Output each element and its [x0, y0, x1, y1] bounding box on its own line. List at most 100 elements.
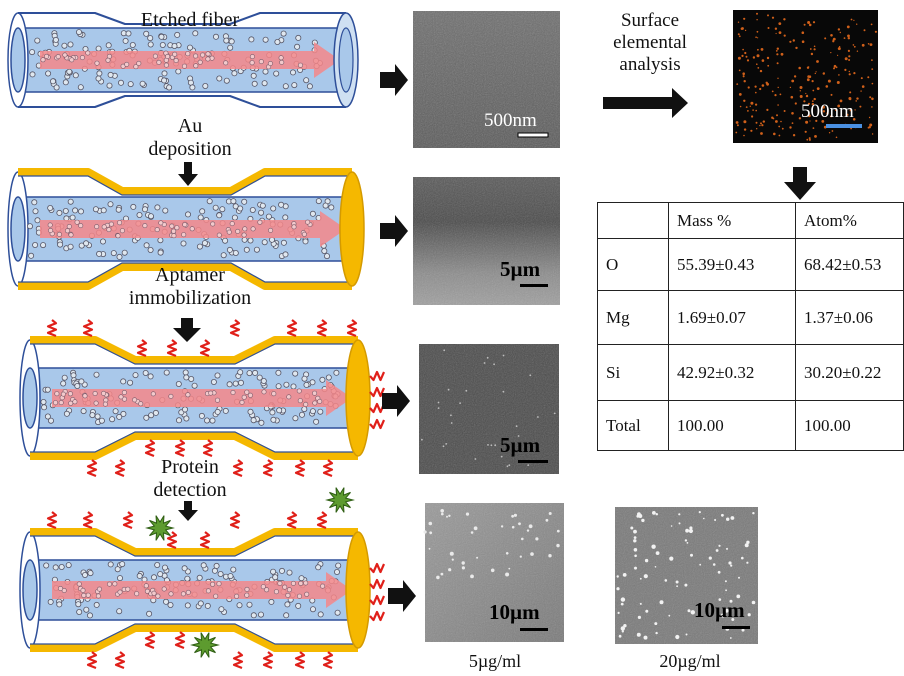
fiber-core-end-left [22, 559, 38, 621]
sem-particle [746, 540, 750, 544]
aptamer-strand [199, 339, 211, 358]
nanoparticle [107, 71, 114, 78]
map-dot [837, 28, 841, 31]
sem-particle [686, 542, 689, 544]
nanoparticle [312, 390, 318, 396]
nanoparticle [223, 60, 229, 66]
sem-particle [528, 524, 533, 529]
fiber-outline-bottom [30, 431, 358, 453]
map-dot [778, 134, 781, 137]
nanoparticle [323, 253, 330, 260]
aptamer-strand [294, 459, 306, 478]
nanoparticle [309, 210, 316, 217]
sem-particle [687, 609, 691, 613]
nanoparticle [325, 374, 332, 381]
scale-bar-line [722, 626, 750, 629]
nanoparticle [180, 591, 186, 597]
map-dot [738, 93, 742, 96]
nanoparticle [82, 572, 89, 579]
map-dot [777, 86, 779, 89]
aptamer-strand [316, 511, 328, 530]
map-dot [779, 93, 782, 96]
sem-particle [690, 553, 693, 557]
down-arrow-table [784, 167, 816, 200]
nanoparticle [260, 584, 266, 590]
nanoparticle [301, 375, 308, 382]
map-dot [781, 127, 784, 130]
nanoparticle [209, 55, 215, 61]
map-dot [752, 56, 756, 59]
nanoparticle [297, 62, 303, 68]
gold-coating-bottom [30, 432, 358, 460]
sem-particle [450, 414, 452, 417]
aptamer-strand [262, 459, 274, 478]
scale-label-4: 5µm [500, 433, 541, 457]
nanoparticle [94, 413, 101, 420]
nanoparticle [119, 561, 126, 568]
nanoparticle [237, 369, 244, 376]
map-dot [791, 112, 794, 115]
map-dot [778, 125, 781, 128]
map-dot [871, 82, 874, 85]
nanoparticle [333, 569, 340, 576]
nanoparticle [155, 593, 161, 599]
sem-particle [641, 518, 645, 523]
sem-particle [634, 554, 637, 558]
map-dot [747, 86, 750, 89]
nanoparticle [201, 240, 208, 247]
sem-particle [448, 568, 452, 572]
nanoparticle [166, 84, 173, 91]
nanoparticle [295, 602, 302, 609]
nanoparticle [159, 42, 166, 49]
nanoparticle [189, 84, 196, 91]
nanoparticle [246, 601, 253, 608]
sem-particle [487, 444, 489, 446]
nanoparticle [277, 580, 283, 586]
table-row: O 55.39±0.43 68.42±0.53 [597, 238, 904, 291]
nanoparticle [306, 83, 313, 90]
sem-particle [553, 412, 556, 415]
nanoparticle [289, 69, 296, 76]
map-dot [749, 105, 751, 108]
nanoparticle [235, 228, 241, 234]
nanoparticle [251, 80, 258, 87]
map-dot [766, 108, 769, 111]
map-dot [776, 53, 779, 56]
aptamer-strand [202, 439, 214, 458]
nanoparticle [143, 583, 149, 589]
nanoparticle [81, 592, 87, 598]
map-dot [750, 129, 753, 132]
nanoparticle [231, 214, 238, 221]
sem-particle [747, 613, 751, 617]
nanoparticle [216, 232, 222, 238]
nanoparticle [182, 63, 188, 69]
nanoparticle [147, 246, 154, 253]
sem-particle [729, 599, 733, 603]
nanoparticle [40, 242, 47, 249]
map-dot [783, 18, 786, 21]
nanoparticle [211, 567, 218, 574]
map-dot [871, 59, 873, 61]
sem-image-aptamer [419, 344, 559, 474]
sem-particle [669, 556, 674, 561]
nanoparticle [296, 593, 302, 599]
nanoparticle [143, 414, 150, 421]
nanoparticle [48, 417, 55, 424]
table-cell: O [597, 238, 669, 291]
sem-particle [654, 622, 658, 626]
nanoparticle [198, 412, 205, 419]
nanoparticle [132, 397, 138, 403]
map-dot [755, 91, 757, 94]
sem-particle [688, 528, 694, 534]
map-dot [813, 97, 816, 101]
map-dot [772, 117, 775, 120]
nanoparticle [158, 220, 164, 226]
aptamer-strand [369, 610, 386, 622]
sem-particle [556, 529, 560, 533]
fiber-core-end-left [22, 367, 38, 429]
map-dot [815, 71, 817, 73]
sem-particle [685, 633, 688, 636]
sem-particle [440, 509, 445, 513]
sem-particle [655, 513, 658, 516]
sem-particle [490, 568, 495, 573]
